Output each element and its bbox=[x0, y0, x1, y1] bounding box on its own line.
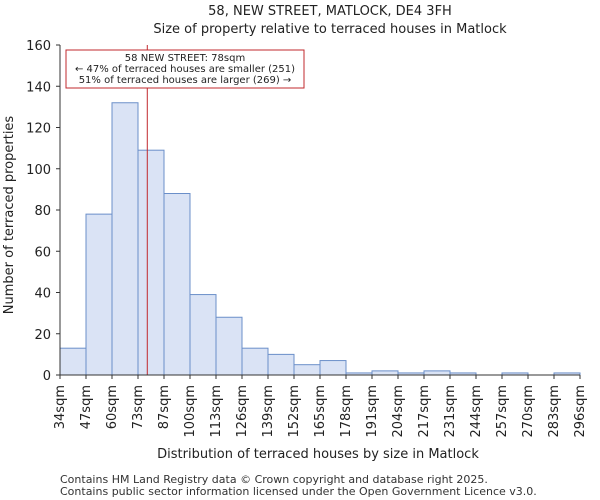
annotation-line-1: 58 NEW STREET: 78sqm bbox=[125, 53, 245, 64]
axes-group: 0 20 40 60 80 100 120 140 160 34sqm 47sqm 60sqm 73sq… bbox=[26, 39, 588, 438]
x-tick-label: 73sqm bbox=[131, 385, 146, 429]
x-tick-label: 178sqm bbox=[339, 385, 354, 438]
x-tick-label: 34sqm bbox=[53, 385, 68, 429]
y-axis-label: Number of terraced properties bbox=[2, 116, 17, 315]
annotation-box bbox=[65, 49, 305, 89]
bar-126sqm bbox=[241, 347, 269, 376]
x-tick-label: 126sqm bbox=[235, 385, 250, 438]
x-tick-label: 165sqm bbox=[313, 385, 328, 438]
x-tick-label: 231sqm bbox=[443, 385, 458, 438]
y-tick-label: 160 bbox=[26, 39, 51, 54]
y-tick-label: 80 bbox=[34, 204, 51, 219]
footer-line-1: Contains HM Land Registry data © Crown c… bbox=[60, 473, 488, 486]
x-tick-label: 191sqm bbox=[365, 385, 380, 438]
x-tick-label: 257sqm bbox=[495, 385, 510, 438]
y-tick-label: 140 bbox=[26, 80, 51, 95]
x-tick-label: 113sqm bbox=[209, 385, 224, 438]
bar-60sqm bbox=[111, 102, 139, 376]
bars-group bbox=[59, 102, 581, 376]
annotation-line-2: ← 47% of terraced houses are smaller (25… bbox=[75, 64, 295, 75]
bar-113sqm bbox=[215, 316, 243, 376]
footer-line-2: Contains public sector information licen… bbox=[60, 485, 537, 498]
x-tick-label: 270sqm bbox=[521, 385, 536, 438]
x-tick-label: 244sqm bbox=[469, 385, 484, 438]
x-tick-label: 47sqm bbox=[79, 385, 94, 429]
bar-165sqm bbox=[319, 360, 347, 376]
bar-100sqm bbox=[189, 294, 217, 376]
y-tick-label: 100 bbox=[26, 163, 51, 178]
bar-217sqm bbox=[423, 370, 451, 376]
x-tick-label: 217sqm bbox=[417, 385, 432, 438]
x-tick-label: 60sqm bbox=[105, 385, 120, 429]
bar-47sqm bbox=[85, 213, 113, 376]
bar-191sqm bbox=[371, 370, 399, 376]
x-tick-label: 283sqm bbox=[547, 385, 562, 438]
x-tick-label: 152sqm bbox=[287, 385, 302, 438]
chart-title: 58, NEW STREET, MATLOCK, DE4 3FH bbox=[208, 4, 452, 19]
x-tick-label: 139sqm bbox=[261, 385, 276, 438]
bar-152sqm bbox=[293, 364, 321, 376]
annotation-line-3: 51% of terraced houses are larger (269) … bbox=[79, 75, 292, 86]
chart-subtitle: Size of property relative to terraced ho… bbox=[153, 22, 507, 37]
x-tick-label: 296sqm bbox=[573, 385, 588, 438]
marker-group: 58 NEW STREET: 78sqm← 47% of terraced ho… bbox=[65, 45, 305, 375]
y-tick-label: 120 bbox=[26, 122, 51, 137]
x-tick-label: 100sqm bbox=[183, 385, 198, 438]
bar-34sqm bbox=[59, 347, 87, 376]
x-axis-label: Distribution of terraced houses by size … bbox=[157, 447, 479, 462]
x-tick-label: 87sqm bbox=[157, 385, 172, 429]
y-tick-label: 0 bbox=[43, 369, 51, 384]
bar-73sqm bbox=[137, 149, 165, 376]
x-tick-label: 204sqm bbox=[391, 385, 406, 438]
y-tick-label: 60 bbox=[34, 245, 51, 260]
y-tick-label: 40 bbox=[34, 287, 51, 302]
y-tick-label: 20 bbox=[34, 328, 51, 343]
bar-139sqm bbox=[267, 353, 295, 376]
bar-87sqm bbox=[163, 193, 191, 376]
